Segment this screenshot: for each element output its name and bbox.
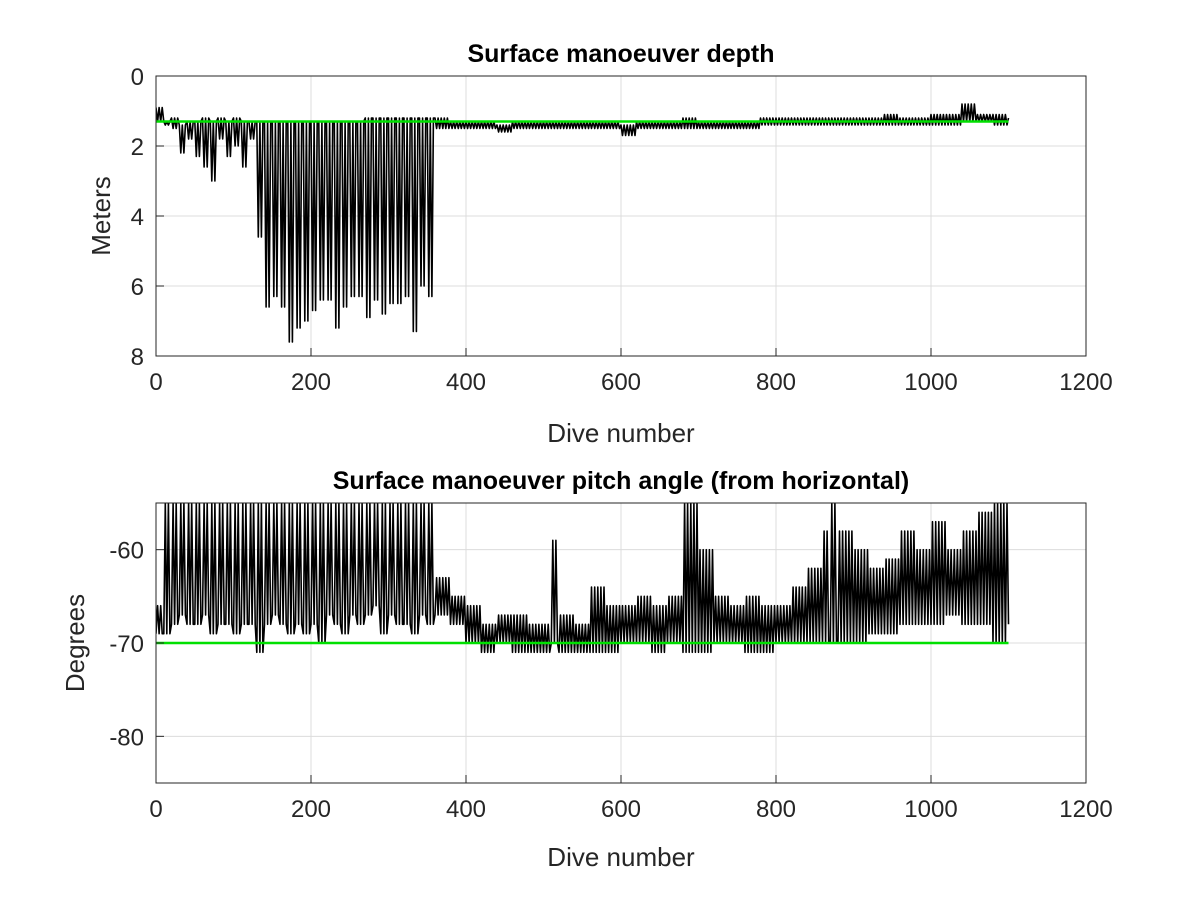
series-group [156, 503, 1010, 654]
x-tick-label: 800 [756, 369, 796, 396]
x-tick-label: 200 [291, 369, 331, 396]
x-tick-label: 1000 [904, 796, 957, 823]
y-tick-label: -80 [109, 724, 144, 751]
y-axis-label: Meters [86, 176, 116, 255]
tick-labels: 0 200 400 600 800 1000 1200 -60 -70 -80 [109, 538, 1112, 823]
y-axis-label: Degrees [60, 594, 90, 692]
pitch-chart: 0 200 400 600 800 1000 1200 -60 -70 -80 Surface m… [60, 467, 1113, 872]
y-tick-label: -60 [109, 538, 144, 565]
chart-title: Surface manoeuver pitch angle (from hori… [333, 467, 909, 495]
x-tick-label: 1000 [904, 369, 957, 396]
x-tick-label: 600 [601, 369, 641, 396]
x-tick-label: 400 [446, 796, 486, 823]
y-tick-label: 2 [131, 134, 144, 161]
y-tick-label: 4 [131, 204, 144, 231]
chart-title: Surface manoeuver depth [467, 40, 774, 68]
x-tick-label: 600 [601, 796, 641, 823]
depth-chart: 0 200 400 600 800 1000 1200 0 2 4 6 8 Surface manoe… [86, 40, 1113, 448]
y-tick-label: 6 [131, 274, 144, 301]
data-series-line [156, 503, 1010, 654]
x-tick-label: 0 [149, 369, 162, 396]
y-tick-label: 8 [131, 344, 144, 371]
x-tick-label: 200 [291, 796, 331, 823]
x-axis-label: Dive number [547, 842, 695, 872]
x-tick-label: 0 [149, 796, 162, 823]
x-tick-label: 1200 [1059, 796, 1112, 823]
tick-labels: 0 200 400 600 800 1000 1200 0 2 4 6 8 [131, 64, 1113, 396]
x-axis-label: Dive number [547, 418, 695, 448]
y-tick-label: -70 [109, 631, 144, 658]
y-tick-label: 0 [131, 64, 144, 91]
x-tick-label: 800 [756, 796, 796, 823]
x-tick-label: 400 [446, 369, 486, 396]
x-tick-label: 1200 [1059, 369, 1112, 396]
series-group [156, 103, 1010, 343]
